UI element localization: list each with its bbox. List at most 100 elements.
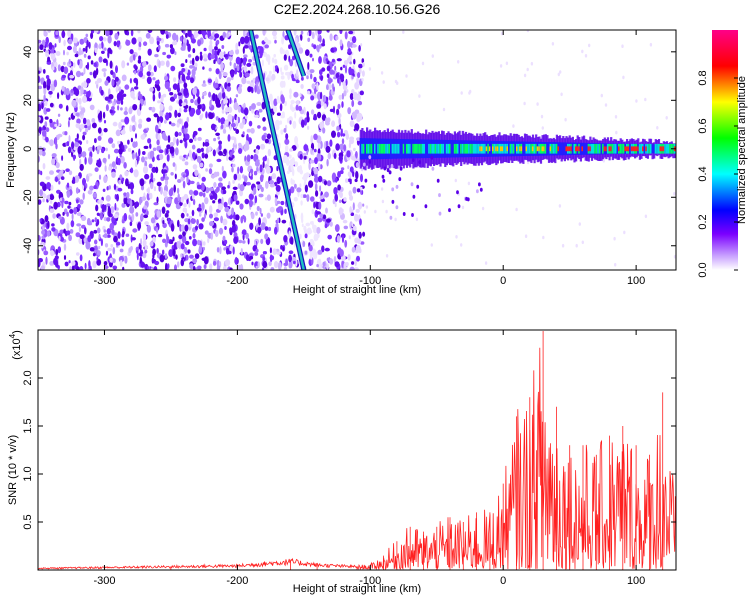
carrier-peak [624,146,627,152]
carrier-cell [418,143,421,154]
noise-cell [327,152,331,160]
noise-cell [202,91,207,96]
noise-cell [172,162,176,167]
noise-cell [395,205,399,210]
noise-cell [319,121,325,130]
carrier-cell [458,140,461,158]
noise-cell [581,240,584,245]
noise-cell [673,191,676,196]
noise-cell [84,262,87,270]
noise-cell [360,173,363,183]
noise-cell [279,120,283,125]
noise-cell [351,223,354,228]
noise-cell [182,196,186,200]
noise-cell [164,43,170,48]
noise-cell [139,178,145,187]
noise-cell [460,243,463,247]
noise-cell [225,259,231,267]
noise-cell [156,139,160,146]
noise-cell [244,198,250,205]
noise-cell [310,109,315,115]
noise-cell [246,80,251,85]
noise-cell [327,117,331,123]
noise-cell [218,140,223,146]
noise-cell [338,78,341,87]
noise-cell [192,87,197,95]
noise-cell [208,187,214,192]
noise-cell [613,236,616,241]
noise-cell [469,89,472,94]
noise-cell [44,100,48,107]
carrier-cell [649,143,653,154]
carrier-cell [441,143,444,154]
carrier-peak [501,146,505,152]
noise-cell [119,248,124,253]
noise-cell [288,230,291,239]
noise-cell [180,243,185,250]
carrier-cell [402,143,405,154]
noise-cell [220,62,225,70]
noise-cell [208,163,213,168]
noise-cell [173,77,177,83]
noise-cell [415,217,419,222]
noise-cell [152,93,156,102]
noise-cell [76,212,82,217]
carrier-peak [549,146,553,152]
noise-cell [191,38,196,44]
noise-cell [103,128,108,133]
carrier-cell [444,139,447,158]
colorbar-tick-label: 0.0 [697,262,709,277]
noise-cell [288,154,292,159]
noise-cell [99,212,103,221]
noise-cell [190,77,194,84]
noise-cell [347,254,351,261]
noise-cell [98,233,101,240]
carrier-cell [468,143,471,154]
carrier-cell [415,143,418,154]
noise-cell [162,249,165,255]
noise-cell [347,178,352,182]
noise-cell [63,49,65,56]
noise-cell [38,70,41,74]
noise-cell [142,165,149,174]
noise-cell [177,179,182,183]
carrier-cell [472,143,476,154]
noise-cell [304,233,308,239]
noise-cell [187,54,192,58]
noise-cell [45,176,51,180]
noise-cell [131,116,135,122]
noise-cell [91,118,96,123]
noise-cell [78,47,82,56]
noise-cell [329,221,333,227]
noise-cell [73,62,76,68]
colorbar-tick-label: 0.4 [697,166,709,181]
carrier-cell [535,143,538,154]
carrier-cell [464,143,468,154]
noise-cell [438,211,442,216]
noise-cell [153,113,159,118]
noise-cell [207,52,212,61]
noise-cell [153,65,157,73]
noise-cell [314,157,318,165]
noise-cell [252,187,257,195]
noise-cell [130,246,133,251]
noise-cell [105,195,111,202]
noise-cell [165,114,168,120]
noise-cell [181,235,187,244]
noise-cell [457,204,461,209]
noise-cell [68,58,71,65]
carrier-cell [656,143,659,154]
noise-cell [289,148,294,152]
noise-cell [614,115,618,119]
snr-series [38,331,676,570]
carrier-cell [579,142,582,155]
noise-cell [320,75,324,81]
noise-cell [368,67,372,71]
carrier-cell [667,143,670,154]
noise-cell [499,64,503,68]
noise-cell [65,88,70,96]
noise-cell [138,148,141,157]
noise-cell [243,30,246,38]
noise-cell [218,151,223,156]
noise-cell [87,173,93,177]
